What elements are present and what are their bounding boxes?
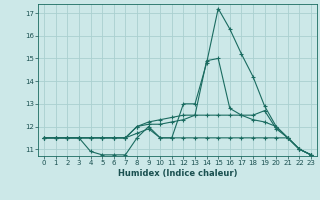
X-axis label: Humidex (Indice chaleur): Humidex (Indice chaleur) (118, 169, 237, 178)
